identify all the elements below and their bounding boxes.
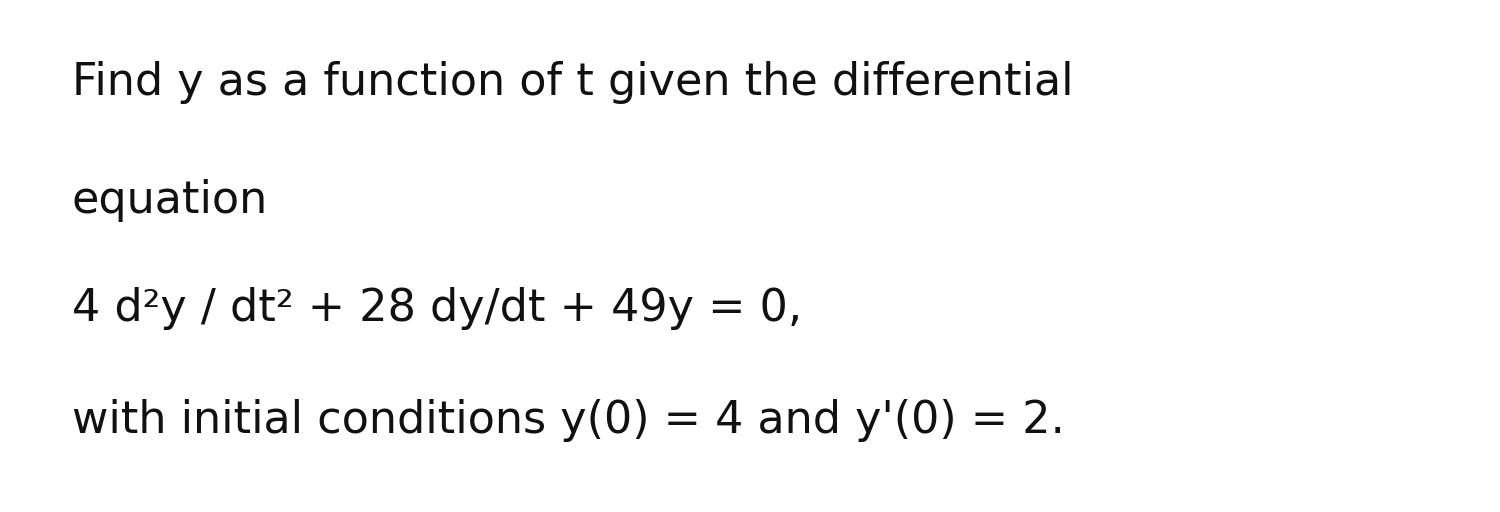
Text: with initial conditions y(0) = 4 and y'(0) = 2.: with initial conditions y(0) = 4 and y'(… — [72, 399, 1065, 442]
Text: 4 d²y / dt² + 28 dy/dt + 49y = 0,: 4 d²y / dt² + 28 dy/dt + 49y = 0, — [72, 287, 803, 330]
Text: Find y as a function of t given the differential: Find y as a function of t given the diff… — [72, 61, 1074, 104]
Text: equation: equation — [72, 179, 268, 222]
